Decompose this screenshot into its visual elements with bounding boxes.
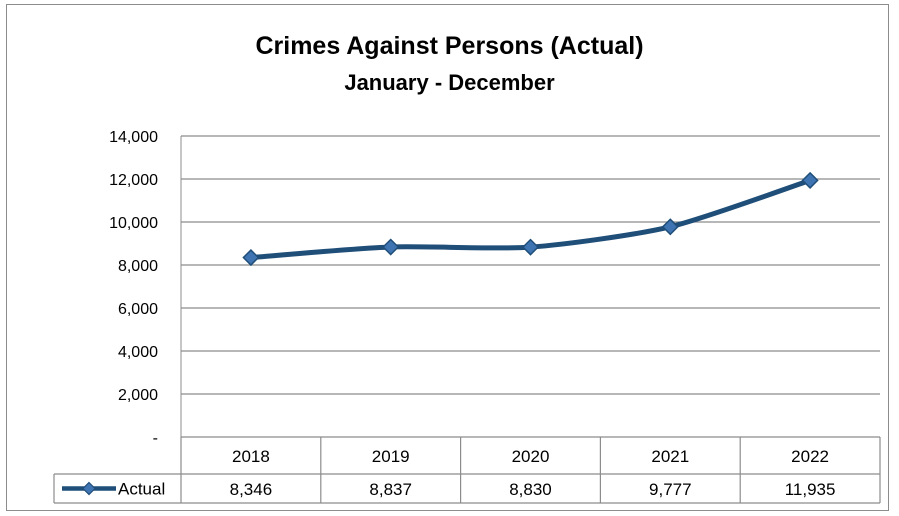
data-point-marker [661, 218, 679, 236]
chart-subtitle: January - December [344, 70, 555, 95]
chart-title: Crimes Against Persons (Actual) [255, 32, 644, 60]
x-tick-label: 2019 [372, 447, 410, 466]
y-tick-label: 4,000 [118, 344, 158, 361]
data-point-marker [382, 238, 400, 256]
data-table: 2018 2019 2020 2021 2022 Actual 8,346 8,837 8,83… [53, 436, 881, 504]
chart-frame [6, 4, 889, 511]
y-tick-label: 2,000 [118, 387, 158, 404]
y-tick-label: - [153, 430, 158, 447]
gridlines [180, 135, 880, 503]
data-table-value: 11,935 [785, 480, 836, 499]
data-point-marker [242, 249, 260, 267]
y-tick-label: 12,000 [109, 172, 158, 189]
data-table-value: 8,837 [369, 480, 412, 499]
x-tick-label: 2020 [512, 447, 550, 466]
x-tick-label: 2022 [791, 447, 829, 466]
legend-label: Actual [118, 480, 165, 499]
data-table-value: 9,777 [649, 480, 692, 499]
legend-marker [82, 481, 96, 496]
data-table-value: 8,830 [509, 480, 552, 499]
data-point-marker [801, 171, 819, 189]
x-tick-label: 2018 [232, 447, 270, 466]
data-table-value: 8,346 [230, 480, 273, 499]
y-tick-label: 10,000 [109, 215, 158, 232]
y-tick-label: 8,000 [118, 258, 158, 275]
series-markers [242, 171, 819, 267]
y-axis-ticks: - 2,000 4,000 6,000 8,000 10,000 12,000 14,000 [109, 129, 158, 447]
x-tick-label: 2021 [651, 447, 689, 466]
y-tick-label: 6,000 [118, 301, 158, 318]
data-point-marker [521, 238, 540, 256]
y-tick-label: 14,000 [109, 129, 158, 146]
